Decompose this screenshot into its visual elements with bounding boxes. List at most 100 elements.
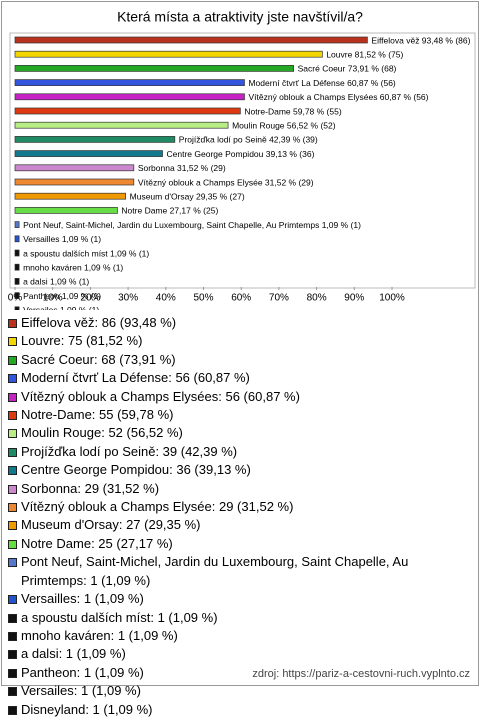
data-label: Sacré Coeur 73,91 % (68) bbox=[298, 64, 397, 74]
legend-item: Moulin Rouge: 52 (56,52 %) bbox=[8, 424, 448, 442]
bar bbox=[14, 306, 20, 310]
legend-item: Vítězný oblouk a Champs Elysées: 56 (60,… bbox=[8, 388, 448, 406]
legend-item: Pantheon: 1 (1,09 %) bbox=[8, 664, 448, 682]
legend-swatch bbox=[8, 392, 17, 402]
legend-item: Versailes: 1 (1,09 %) bbox=[8, 682, 448, 700]
legend-label: Versailles: 1 (1,09 %) bbox=[21, 591, 144, 607]
data-label: Louvre 81,52 % (75) bbox=[326, 49, 403, 59]
x-tick-label: 20% bbox=[80, 293, 100, 304]
legend-label: a dalsi: 1 (1,09 %) bbox=[21, 646, 126, 662]
legend-swatch bbox=[8, 668, 17, 678]
legend-swatch bbox=[8, 411, 17, 421]
x-tick-label: 30% bbox=[118, 293, 138, 304]
bar bbox=[14, 178, 135, 186]
data-label: a dalsi 1,09 % (1) bbox=[23, 277, 89, 287]
bar bbox=[14, 235, 20, 243]
legend-item: Museum d'Orsay: 27 (29,35 %) bbox=[8, 516, 448, 534]
data-label: Vítězný oblouk a Champs Elysée 31,52 % (… bbox=[138, 177, 314, 187]
legend-label: Eiffelova věž: 86 (93,48 %) bbox=[21, 315, 177, 330]
data-label: Versailles 1,09 % (1) bbox=[23, 234, 101, 244]
legend-swatch bbox=[8, 687, 17, 697]
legend-label: Pont Neuf, Saint-Michel, Jardin du Luxem… bbox=[21, 554, 409, 588]
legend-label: Moulin Rouge: 52 (56,52 %) bbox=[21, 425, 183, 441]
legend-swatch bbox=[8, 650, 17, 660]
bar bbox=[14, 150, 163, 157]
legend-item: Eiffelova věž: 86 (93,48 %) bbox=[8, 314, 448, 332]
x-tick-label: 60% bbox=[231, 293, 251, 304]
x-tick-label: 70% bbox=[269, 293, 289, 304]
legend-item: Disneyland: 1 (1,09 %) bbox=[8, 701, 448, 719]
legend-item: Vítězný oblouk a Champs Elysée: 29 (31,5… bbox=[8, 498, 448, 516]
x-tick-label: 80% bbox=[307, 293, 327, 304]
bar bbox=[14, 292, 20, 299]
legend-swatch bbox=[8, 558, 17, 568]
legend-label: mnoho kaváren: 1 (1,09 %) bbox=[21, 627, 178, 643]
data-label: Eiffelova věž 93,48 % (86) bbox=[371, 35, 470, 45]
plot-frame bbox=[9, 32, 476, 289]
legend-swatch bbox=[8, 466, 17, 476]
legend-item: Sacré Coeur: 68 (73,91 %) bbox=[8, 351, 448, 369]
legend: Eiffelova věž: 86 (93,48 %) Louvre: 75 (8… bbox=[8, 314, 448, 719]
bar bbox=[14, 79, 245, 86]
legend-swatch bbox=[8, 337, 17, 347]
bar bbox=[14, 207, 118, 214]
data-label: Sorbonna 31,52 % (29) bbox=[138, 163, 226, 173]
bar bbox=[14, 36, 368, 44]
data-label: Notre-Dame 59,78 % (55) bbox=[244, 106, 341, 116]
bar bbox=[14, 192, 126, 200]
bar bbox=[14, 107, 241, 115]
legend-item: a spoustu dalších míst: 1 (1,09 %) bbox=[8, 609, 448, 627]
legend-item: Centre George Pompidou: 36 (39,13 %) bbox=[8, 461, 448, 479]
legend-label: Notre Dame: 25 (27,17 %) bbox=[21, 535, 173, 551]
legend-swatch bbox=[8, 503, 17, 513]
legend-label: Versailes: 1 (1,09 %) bbox=[21, 683, 141, 699]
source: zdroj: https://pariz-a-cestovni-ruch.vyp… bbox=[252, 668, 470, 680]
legend-item: Notre-Dame: 55 (59,78 %) bbox=[8, 406, 448, 424]
legend-label: Sacré Coeur: 68 (73,91 %) bbox=[21, 351, 176, 367]
legend-label: a spoustu dalších míst: 1 (1,09 %) bbox=[21, 609, 218, 625]
x-tick-label: 90% bbox=[344, 293, 364, 304]
data-label: Centre George Pompidou 39,13 % (36) bbox=[167, 149, 315, 159]
legend-label: Louvre: 75 (81,52 %) bbox=[21, 333, 143, 349]
bar bbox=[14, 263, 20, 271]
legend-label: Moderní čtvrť La Défense: 56 (60,87 %) bbox=[21, 370, 250, 386]
legend-item: Louvre: 75 (81,52 %) bbox=[8, 332, 448, 350]
legend-swatch bbox=[8, 631, 17, 641]
legend-item: Notre Dame: 25 (27,17 %) bbox=[8, 535, 448, 553]
data-label: Moderní čtvrť La Défense 60,87 % (56) bbox=[248, 78, 395, 88]
data-label: Pantheon 1,09 % (1) bbox=[23, 291, 101, 301]
legend-label: Pantheon: 1 (1,09 %) bbox=[21, 664, 144, 680]
legend-label: Projížďka lodí po Seině: 39 (42,39 %) bbox=[21, 443, 238, 459]
legend-item: a dalsi: 1 (1,09 %) bbox=[8, 645, 448, 663]
legend-swatch bbox=[8, 355, 17, 365]
x-tick-label: 100% bbox=[379, 293, 405, 304]
data-label: Moulin Rouge 56,52 % (52) bbox=[232, 120, 336, 130]
bar bbox=[14, 50, 323, 58]
bar bbox=[14, 164, 135, 172]
bar bbox=[14, 121, 229, 129]
legend-label: Sorbonna: 29 (31,52 %) bbox=[21, 480, 160, 496]
data-label: Vítězný oblouk a Champs Elysées 60,87 % … bbox=[248, 92, 428, 102]
legend-label: Notre-Dame: 55 (59,78 %) bbox=[21, 407, 174, 423]
legend-swatch bbox=[8, 429, 17, 439]
legend-label: Vítězný oblouk a Champs Elysées: 56 (60,… bbox=[21, 388, 300, 404]
legend-swatch bbox=[8, 521, 17, 531]
legend-item: Projížďka lodí po Seině: 39 (42,39 %) bbox=[8, 443, 448, 461]
bar bbox=[14, 136, 176, 143]
legend-label: Vítězný oblouk a Champs Elysée: 29 (31,5… bbox=[21, 499, 294, 515]
bar bbox=[14, 249, 20, 257]
legend-item: Versailles: 1 (1,09 %) bbox=[8, 590, 448, 608]
data-label: mnoho kaváren 1,09 % (1) bbox=[23, 262, 123, 272]
legend-swatch bbox=[8, 705, 17, 715]
data-label: Pont Neuf, Saint-Michel, Jardin du Luxem… bbox=[23, 220, 361, 230]
chart: Která místa a atraktivity jste navštívil… bbox=[8, 9, 476, 310]
data-label: Museum d'Orsay 29,35 % (27) bbox=[130, 191, 245, 201]
legend-item: Pont Neuf, Saint-Michel, Jardin du Luxem… bbox=[8, 553, 448, 590]
data-label: Versailes 1,09 % (1) bbox=[23, 305, 99, 310]
legend-swatch bbox=[8, 447, 17, 457]
bar bbox=[14, 278, 20, 285]
legend-swatch bbox=[8, 484, 17, 494]
chart-frame bbox=[1, 1, 479, 686]
data-label: Projížďka lodí po Seině 42,39 % (39) bbox=[179, 135, 318, 145]
x-tick-label: 10% bbox=[43, 293, 63, 304]
